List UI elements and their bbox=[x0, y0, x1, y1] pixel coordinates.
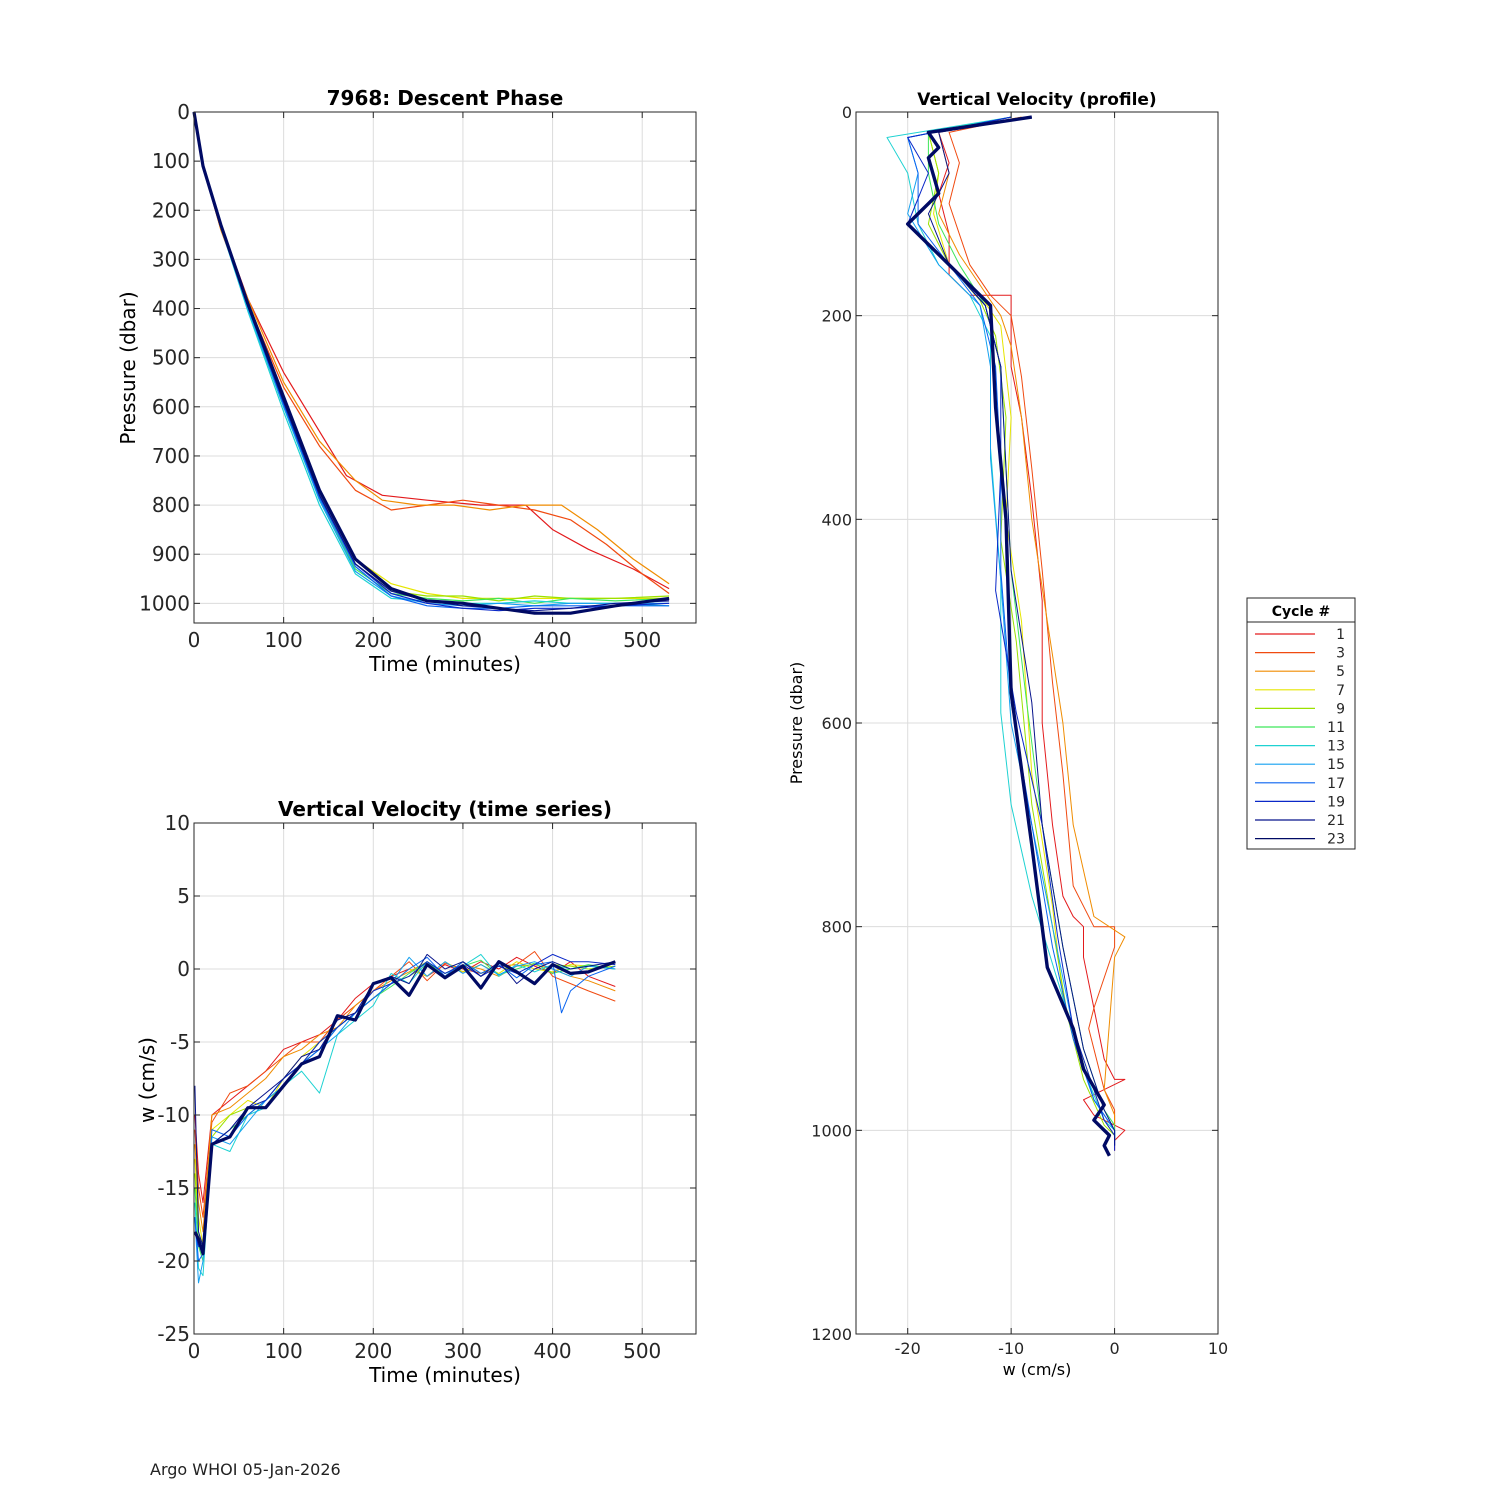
velocity-time-x-axis-label: Time (minutes) bbox=[368, 1363, 521, 1387]
velocity-profile-x-axis-label: w (cm/s) bbox=[1003, 1360, 1072, 1379]
legend-label-cycle-3: 3 bbox=[1336, 646, 1345, 662]
series-line-cycle-23 bbox=[193, 960, 616, 1256]
velocity-time-plot-frame bbox=[193, 822, 697, 1335]
legend-label-cycle-17: 17 bbox=[1327, 776, 1345, 792]
legend-title: Cycle # bbox=[1272, 604, 1331, 620]
series-line-cycle-23 bbox=[906, 115, 1112, 1157]
descent-phase-chart: 7968: Descent Phase 0 100 200 300 400 500 0 100… bbox=[116, 86, 697, 676]
legend-label-cycle-11: 11 bbox=[1327, 720, 1345, 736]
velocity-time-chart-title: Vertical Velocity (time series) bbox=[278, 797, 612, 821]
x-tick-label: 100 bbox=[265, 628, 303, 652]
y-tick-label: 10 bbox=[165, 811, 190, 835]
y-tick-label: 200 bbox=[152, 198, 190, 222]
y-tick-label: 800 bbox=[152, 493, 190, 517]
y-tick-label: 1200 bbox=[811, 1325, 852, 1344]
footer-credit: Argo WHOI 05-Jan-2026 bbox=[150, 1460, 341, 1479]
y-tick-label: -5 bbox=[170, 1030, 190, 1054]
series-line-cycle-11 bbox=[194, 959, 616, 1262]
legend-label-cycle-9: 9 bbox=[1336, 701, 1345, 717]
y-tick-label: 0 bbox=[177, 957, 190, 981]
y-tick-label: 500 bbox=[152, 346, 190, 370]
descent-x-axis-label: Time (minutes) bbox=[368, 652, 521, 676]
y-tick-label: 1000 bbox=[811, 1121, 852, 1140]
y-tick-label: 100 bbox=[152, 149, 190, 173]
x-tick-label: 0 bbox=[1109, 1339, 1119, 1358]
series-line-cycle-5 bbox=[938, 116, 1126, 1126]
descent-chart-title: 7968: Descent Phase bbox=[327, 86, 564, 110]
x-tick-label: 300 bbox=[444, 1339, 482, 1363]
y-tick-label: 700 bbox=[152, 444, 190, 468]
legend-box bbox=[1246, 597, 1356, 850]
x-tick-label: 0 bbox=[188, 628, 201, 652]
x-tick-label: 10 bbox=[1208, 1339, 1228, 1358]
y-tick-label: 5 bbox=[177, 884, 190, 908]
velocity-profile-y-axis-label: Pressure (dbar) bbox=[787, 662, 806, 785]
x-tick-label: 200 bbox=[354, 628, 392, 652]
y-tick-label: 1000 bbox=[139, 591, 190, 615]
x-tick-label: 400 bbox=[533, 1339, 571, 1363]
x-tick-label: 500 bbox=[623, 1339, 661, 1363]
y-tick-label: 400 bbox=[152, 297, 190, 321]
y-tick-label: 300 bbox=[152, 247, 190, 271]
y-tick-label: -15 bbox=[157, 1176, 190, 1200]
y-tick-label: 0 bbox=[177, 100, 190, 124]
descent-plot-frame bbox=[193, 111, 697, 624]
x-tick-label: 500 bbox=[623, 628, 661, 652]
y-tick-label: -20 bbox=[157, 1249, 190, 1273]
legend-label-cycle-19: 19 bbox=[1327, 794, 1345, 810]
legend-label-cycle-23: 23 bbox=[1327, 832, 1345, 848]
x-tick-label: 200 bbox=[354, 1339, 392, 1363]
y-tick-label: 600 bbox=[821, 714, 852, 733]
velocity-profile-chart: Vertical Velocity (profile) -20 -10 0 10 0 20… bbox=[787, 90, 1228, 1379]
series-line-cycle-3 bbox=[194, 951, 616, 1218]
legend-label-cycle-15: 15 bbox=[1327, 757, 1345, 773]
velocity-profile-chart-title: Vertical Velocity (profile) bbox=[917, 90, 1156, 110]
y-tick-label: 900 bbox=[152, 542, 190, 566]
y-tick-label: -25 bbox=[157, 1322, 190, 1346]
velocity-time-series-chart: Vertical Velocity (time series) 0 100 200 3… bbox=[135, 797, 697, 1387]
legend-label-cycle-7: 7 bbox=[1336, 683, 1345, 699]
velocity-time-y-axis-label: w (cm/s) bbox=[135, 1037, 159, 1123]
x-tick-label: 300 bbox=[444, 628, 482, 652]
descent-y-axis-label: Pressure (dbar) bbox=[116, 291, 140, 444]
x-tick-label: -10 bbox=[998, 1339, 1024, 1358]
legend-label-cycle-1: 1 bbox=[1336, 627, 1345, 643]
y-tick-label: 0 bbox=[842, 103, 852, 122]
x-tick-label: -20 bbox=[895, 1339, 921, 1358]
x-tick-label: 0 bbox=[188, 1339, 201, 1363]
y-tick-label: 400 bbox=[821, 510, 852, 529]
x-tick-label: 100 bbox=[265, 1339, 303, 1363]
legend-label-cycle-21: 21 bbox=[1327, 813, 1345, 829]
series-line-cycle-5 bbox=[194, 961, 616, 1233]
y-tick-label: 800 bbox=[821, 918, 852, 937]
y-tick-label: 200 bbox=[821, 307, 852, 326]
legend-label-cycle-13: 13 bbox=[1327, 739, 1345, 755]
series-line-cycle-23 bbox=[192, 111, 670, 615]
x-tick-label: 400 bbox=[533, 628, 571, 652]
series-line-cycle-19 bbox=[907, 116, 1116, 1151]
y-tick-label: 600 bbox=[152, 395, 190, 419]
y-tick-label: -10 bbox=[157, 1103, 190, 1127]
legend-label-cycle-5: 5 bbox=[1336, 664, 1345, 680]
series-line-cycle-13 bbox=[194, 953, 616, 1277]
